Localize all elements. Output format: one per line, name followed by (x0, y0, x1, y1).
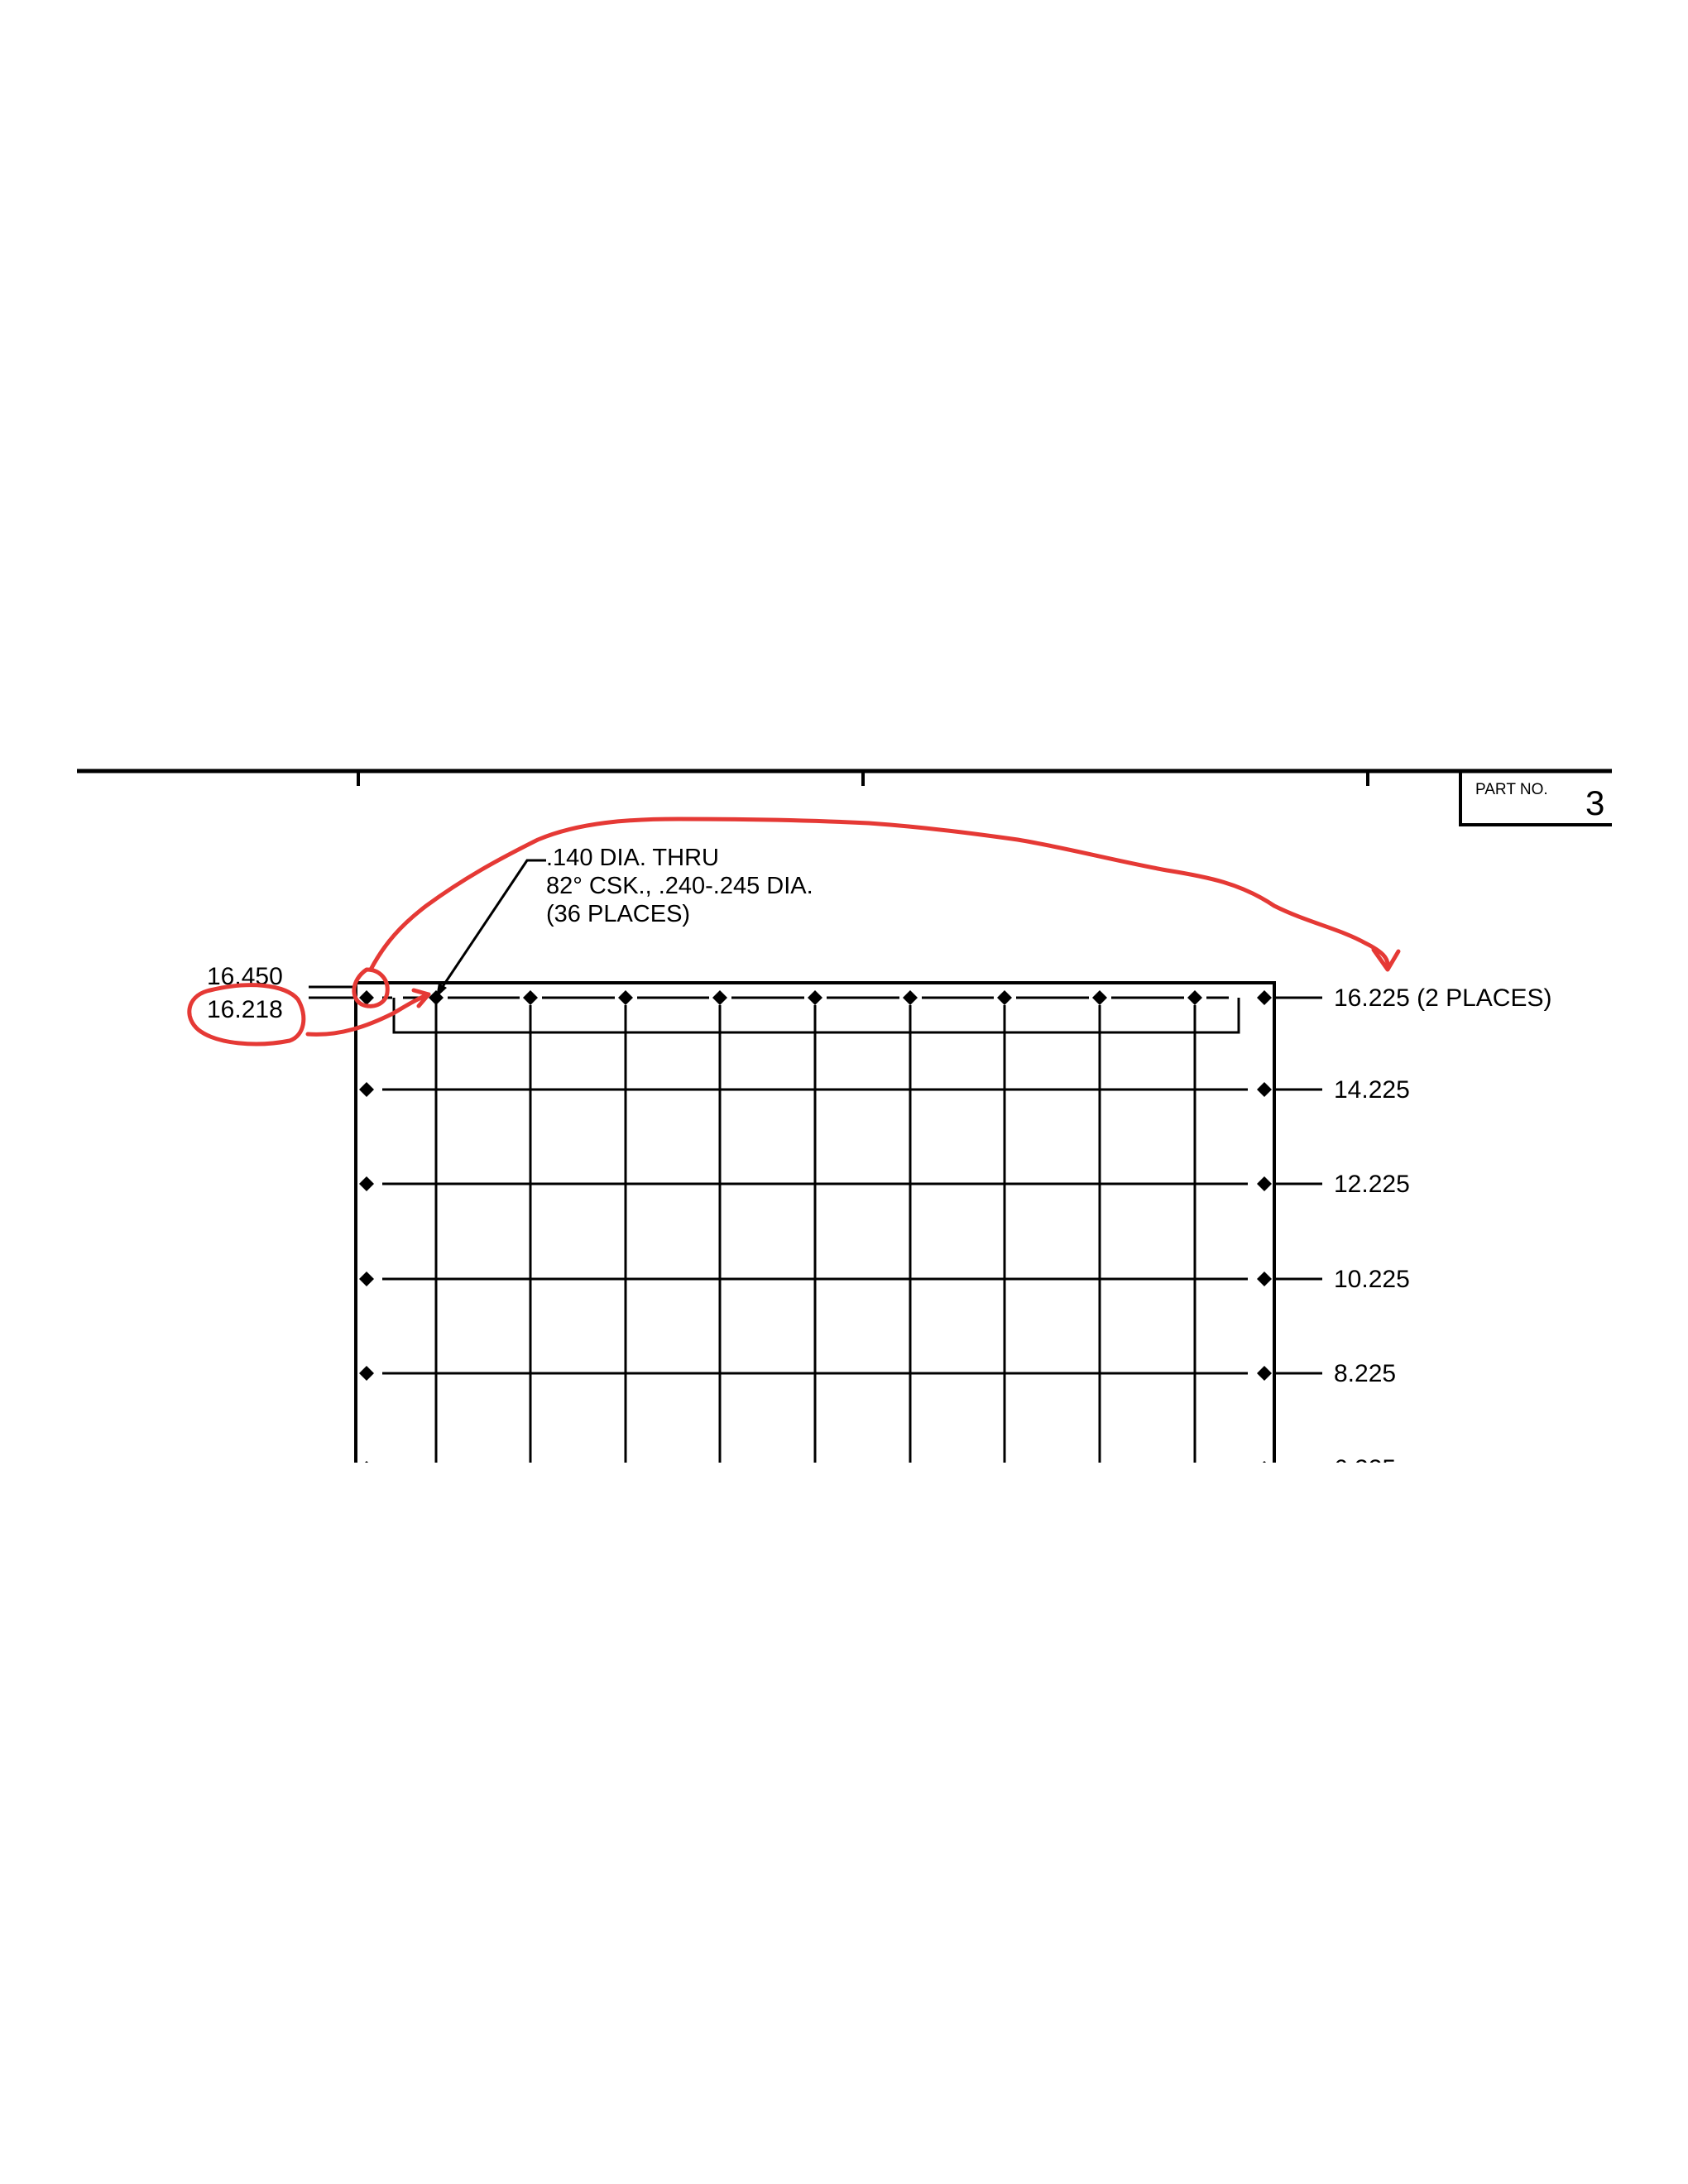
horizontal-grid-lines (382, 1088, 1248, 1375)
hole-marker (1257, 1366, 1272, 1381)
part-number-box: PART NO. 3 (1459, 773, 1612, 826)
arrow-to-16-225 (368, 817, 1390, 972)
title-border (77, 769, 1612, 786)
hole-marker (359, 1272, 374, 1286)
dim-12-225: 12.225 (1334, 1171, 1410, 1198)
right-dimension-leaders (1274, 996, 1322, 1375)
part-no-value: 3 (1585, 783, 1604, 822)
callout-arrowhead (436, 983, 447, 998)
hole-marker (1263, 1461, 1266, 1463)
callout-line-2: 82° CSK., .240-.245 DIA. (546, 873, 813, 899)
plate-grid: 16.225 (2 PLACES) 14.225 12.225 10.225 8… (309, 981, 1551, 1482)
hole-marker (1092, 990, 1107, 1005)
dim-8-225: 8.225 (1334, 1360, 1396, 1387)
hole-marker (1257, 1176, 1272, 1191)
dim-6-225: 6.225 (1334, 1455, 1396, 1482)
dim-14-225: 14.225 (1334, 1076, 1410, 1104)
hole-marker (808, 990, 822, 1005)
circle-around-corner-hole (352, 967, 390, 1008)
red-annotations (187, 817, 1401, 1046)
part-no-label: PART NO. (1475, 781, 1548, 798)
vertical-grid-lines (434, 995, 1196, 1463)
hole-marker (712, 990, 727, 1005)
plate-outline (354, 981, 1276, 1463)
hole-marker (1257, 990, 1272, 1005)
hole-marker (359, 990, 374, 1005)
hole-marker (618, 990, 633, 1005)
hole-marker (1257, 1272, 1272, 1286)
callout-leader (439, 859, 546, 991)
arrowhead-small (411, 988, 431, 1008)
arrow-from-16-218 (305, 992, 431, 1037)
dim-10-225: 10.225 (1334, 1266, 1410, 1293)
hole-marker (1257, 1082, 1272, 1097)
callout-line-3: (36 PLACES) (546, 901, 690, 927)
arrowhead-large (1371, 947, 1401, 972)
hole-marker (903, 990, 918, 1005)
left-dimensions: 16.450 16.218 (207, 963, 283, 1023)
right-dimensions: 16.225 (2 PLACES) 14.225 12.225 10.225 8… (1334, 984, 1551, 1482)
hole-marker (359, 1082, 374, 1097)
hole-marker (1187, 990, 1202, 1005)
hole-marker (523, 990, 538, 1005)
circle-around-16-218 (187, 983, 306, 1046)
callout-line-1: .140 DIA. THRU (546, 845, 719, 871)
hole-callout: .140 DIA. THRU 82° CSK., .240-.245 DIA. … (436, 845, 813, 998)
dim-16-218: 16.218 (207, 996, 283, 1023)
hole-marker (997, 990, 1012, 1005)
hole-marker (365, 1461, 368, 1463)
hole-marker (359, 1176, 374, 1191)
dim-16-225: 16.225 (2 PLACES) (1334, 984, 1551, 1012)
hole-markers (359, 990, 1272, 1463)
hole-marker (359, 1366, 374, 1381)
